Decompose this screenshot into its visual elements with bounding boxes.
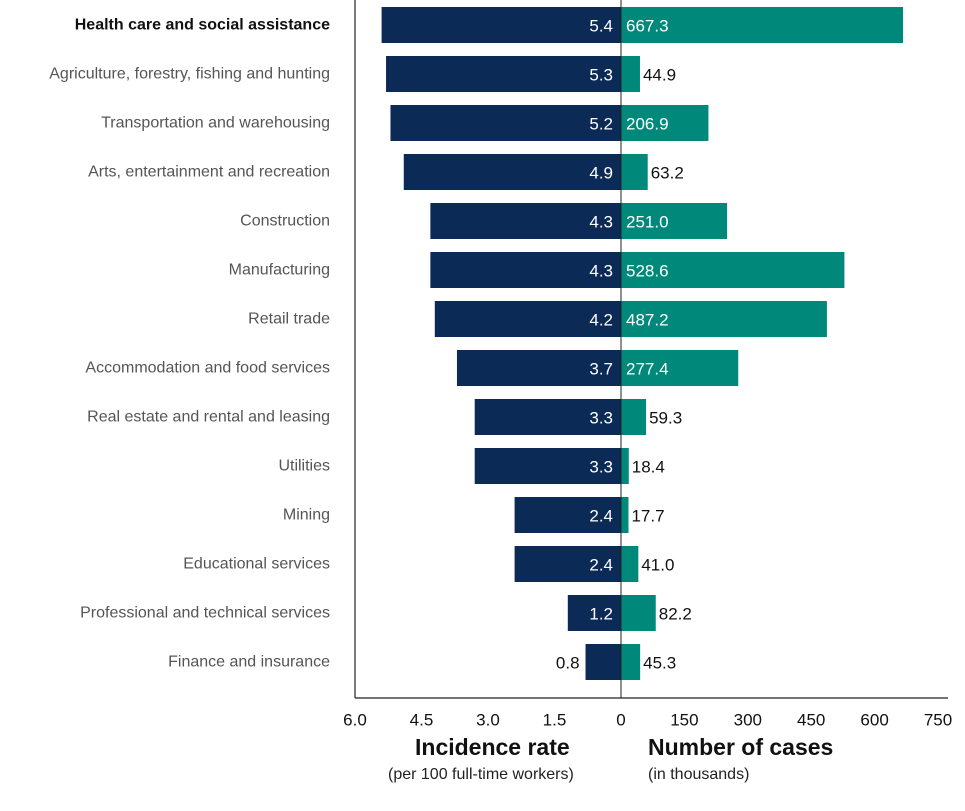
- number-of-cases-label: 528.6: [626, 262, 669, 281]
- incidence-rate-bar: [381, 7, 621, 43]
- incidence-rate-label: 3.3: [589, 458, 613, 477]
- category-label: Retail trade: [248, 311, 330, 328]
- incidence-rate-tick-label: 1.5: [543, 711, 567, 730]
- category-label: Professional and technical services: [80, 605, 330, 622]
- axes: [354, 0, 948, 699]
- category-label: Educational services: [183, 556, 330, 573]
- number-of-cases-bars: 667.3 44.9 206.9 63.2 251.0 528.6 487.2 277.4 59…: [621, 7, 904, 680]
- number-of-cases-bar: [621, 497, 629, 533]
- category-label: Construction: [240, 213, 330, 230]
- category-label: Agriculture, forestry, fishing and hunti…: [49, 66, 330, 83]
- number-of-cases-bar: [621, 56, 640, 92]
- number-of-cases-bar: [621, 350, 739, 386]
- number-of-cases-label: 82.2: [659, 605, 692, 624]
- left-axis-title: Incidence rate: [415, 734, 570, 760]
- number-of-cases-label: 59.3: [649, 409, 682, 428]
- number-of-cases-bar: [621, 7, 904, 43]
- incidence-rate-label: 3.3: [589, 409, 613, 428]
- number-of-cases-bar: [621, 595, 656, 631]
- category-label: Arts, entertainment and recreation: [88, 164, 330, 181]
- number-of-cases-label: 277.4: [626, 360, 669, 379]
- number-of-cases-tick-label: 300: [734, 711, 762, 730]
- number-of-cases-label: 17.7: [631, 507, 664, 526]
- number-of-cases-label: 487.2: [626, 311, 669, 330]
- incidence-rate-tick-label: 0: [616, 711, 625, 730]
- incidence-rate-bar: [434, 301, 621, 337]
- incidence-rate-tick-label: 4.5: [410, 711, 434, 730]
- number-of-cases-bar: [621, 644, 641, 680]
- number-of-cases-tick-label: 750: [924, 711, 952, 730]
- category-label: Transportation and warehousing: [101, 115, 330, 132]
- right-axis-title: Number of cases: [648, 734, 834, 760]
- incidence-rate-bar: [386, 56, 621, 92]
- category-label: Mining: [283, 507, 330, 524]
- category-label: Health care and social assistance: [75, 17, 330, 34]
- left-axis-subtitle: (per 100 full-time workers): [388, 766, 574, 783]
- incidence-rate-bar: [567, 595, 621, 631]
- incidence-rate-bar: [474, 448, 621, 484]
- number-of-cases-bar: [621, 546, 639, 582]
- number-of-cases-label: 44.9: [643, 66, 676, 85]
- incidence-rate-label: 5.2: [589, 115, 613, 134]
- number-of-cases-label: 41.0: [641, 556, 674, 575]
- incidence-rate-label: 2.4: [589, 556, 613, 575]
- number-of-cases-label: 206.9: [626, 115, 669, 134]
- incidence-rate-label: 0.8: [556, 654, 580, 673]
- incidence-rate-label: 5.4: [589, 17, 613, 36]
- number-of-cases-bar: [621, 448, 629, 484]
- incidence-rate-bar: [456, 350, 621, 386]
- category-label: Accommodation and food services: [85, 360, 330, 377]
- incidence-rate-bar: [430, 203, 621, 239]
- incidence-rate-label: 4.3: [589, 213, 613, 232]
- incidence-rate-label: 4.9: [589, 164, 613, 183]
- tick-labels: 6.0 4.5 3.0 1.5 0 150 300 450 600 750: [343, 711, 952, 730]
- number-of-cases-label: 45.3: [643, 654, 676, 673]
- incidence-rate-label: 3.7: [589, 360, 613, 379]
- incidence-rate-label: 2.4: [589, 507, 613, 526]
- number-of-cases-label: 667.3: [626, 17, 669, 36]
- number-of-cases-bar: [621, 399, 647, 435]
- incidence-rate-bars: 5.4 5.3 5.2 4.9 4.3 4.3 4.2 3.7 3.3 3.3 2.4 2.4 1.2 0…: [381, 7, 621, 680]
- number-of-cases-label: 18.4: [632, 458, 665, 477]
- incidence-rate-bar: [390, 105, 621, 141]
- incidence-rate-label: 5.3: [589, 66, 613, 85]
- number-of-cases-bar: [621, 105, 709, 141]
- number-of-cases-bar: [621, 301, 827, 337]
- incidence-rate-bar: [585, 644, 621, 680]
- incidence-rate-tick-label: 3.0: [476, 711, 500, 730]
- number-of-cases-bar: [621, 154, 648, 190]
- incidence-rate-label: 4.2: [589, 311, 613, 330]
- incidence-rate-bar: [514, 546, 621, 582]
- number-of-cases-label: 251.0: [626, 213, 669, 232]
- incidence-rate-bar: [514, 497, 621, 533]
- number-of-cases-bar: [621, 203, 728, 239]
- incidence-rate-label: 4.3: [589, 262, 613, 281]
- number-of-cases-tick-label: 150: [670, 711, 698, 730]
- category-label: Utilities: [278, 458, 330, 475]
- category-label: Real estate and rental and leasing: [87, 409, 330, 426]
- incidence-rate-bar: [474, 399, 621, 435]
- incidence-rate-bar: [430, 252, 621, 288]
- number-of-cases-label: 63.2: [651, 164, 684, 183]
- number-of-cases-tick-label: 450: [797, 711, 825, 730]
- category-label: Finance and insurance: [168, 654, 330, 671]
- incidence-rate-bar: [403, 154, 621, 190]
- incidence-rate-label: 1.2: [589, 605, 613, 624]
- incidence-rate-tick-label: 6.0: [343, 711, 367, 730]
- right-axis-subtitle: (in thousands): [648, 766, 750, 783]
- category-labels: Health care and social assistance Agricul…: [49, 17, 330, 671]
- number-of-cases-bar: [621, 252, 845, 288]
- category-label: Manufacturing: [229, 262, 330, 279]
- number-of-cases-tick-label: 600: [860, 711, 888, 730]
